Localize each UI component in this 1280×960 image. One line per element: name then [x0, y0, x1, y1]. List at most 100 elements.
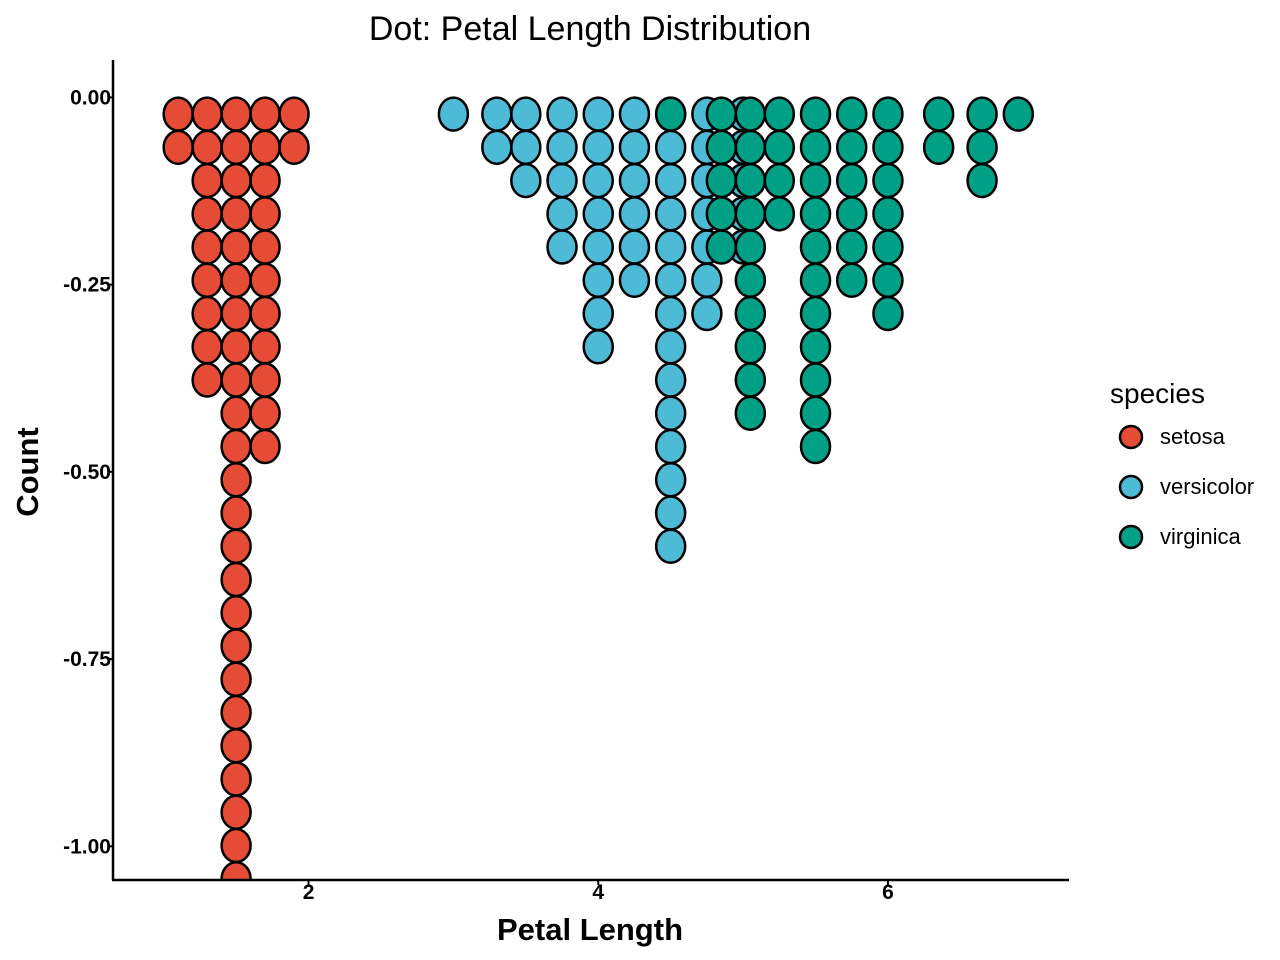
- dot-versicolor: [618, 229, 651, 265]
- dot-setosa: [220, 495, 252, 531]
- dot-setosa: [162, 129, 194, 166]
- dot-virginica: [835, 96, 868, 132]
- dot-setosa: [191, 196, 223, 232]
- dot-versicolor: [654, 329, 687, 365]
- dot-versicolor: [618, 262, 651, 299]
- dot-setosa: [278, 129, 310, 166]
- dot-versicolor: [510, 96, 542, 132]
- axes: [111, 60, 1069, 882]
- dot-setosa: [191, 129, 223, 166]
- y-tick-label: 0.00: [70, 86, 111, 109]
- dot-versicolor: [546, 162, 578, 199]
- dot-setosa: [249, 428, 281, 465]
- legend-label: versicolor: [1160, 474, 1254, 499]
- dot-versicolor: [582, 229, 614, 265]
- dot-virginica: [705, 129, 738, 166]
- dot-setosa: [249, 129, 281, 166]
- dot-setosa: [249, 262, 281, 299]
- dot-versicolor: [546, 96, 578, 132]
- y-tick-label: -0.25: [63, 274, 111, 297]
- dot-virginica: [835, 129, 868, 166]
- dot-versicolor: [654, 162, 687, 199]
- dot-setosa: [191, 329, 223, 365]
- y-tick-label: -0.50: [63, 461, 111, 484]
- dot-virginica: [872, 96, 904, 132]
- dot-versicolor: [618, 129, 651, 166]
- dot-versicolor: [654, 229, 687, 265]
- dot-setosa: [220, 462, 252, 498]
- dot-setosa: [220, 329, 252, 365]
- dot-versicolor: [654, 129, 687, 166]
- legend-swatch: [1118, 524, 1144, 550]
- dot-versicolor: [481, 129, 513, 166]
- dot-versicolor: [654, 362, 687, 398]
- legend: species setosa versicolor virginica: [1110, 378, 1254, 550]
- dot-virginica: [799, 362, 832, 398]
- dot-setosa: [220, 694, 252, 731]
- dot-setosa: [191, 262, 223, 299]
- y-tick-label: -0.75: [63, 648, 111, 671]
- dot-setosa: [220, 395, 252, 432]
- dot-virginica: [763, 196, 796, 232]
- dot-virginica: [763, 129, 796, 166]
- dot-virginica: [835, 196, 868, 232]
- dot-setosa: [220, 229, 252, 265]
- dot-virginica: [799, 329, 832, 365]
- dot-setosa: [220, 295, 252, 332]
- dot-versicolor: [582, 262, 614, 299]
- dot-virginica: [799, 162, 832, 199]
- dot-setosa: [249, 329, 281, 365]
- legend-label: virginica: [1160, 524, 1241, 549]
- dot-versicolor: [654, 462, 687, 498]
- dot-setosa: [220, 262, 252, 299]
- dot-versicolor: [582, 162, 614, 199]
- dot-versicolor: [654, 295, 687, 332]
- dot-versicolor: [582, 329, 614, 365]
- dot-setosa: [220, 728, 252, 764]
- dot-setosa: [220, 129, 252, 166]
- dot-virginica: [799, 295, 832, 332]
- dot-virginica: [734, 395, 767, 432]
- dot-setosa: [220, 362, 252, 398]
- dot-setosa: [249, 162, 281, 199]
- dot-setosa: [220, 628, 252, 664]
- dot-virginica: [872, 162, 904, 199]
- legend-label: setosa: [1160, 424, 1226, 449]
- dot-setosa: [249, 229, 281, 265]
- dot-virginica: [763, 96, 796, 132]
- dot-virginica: [835, 262, 868, 299]
- dot-versicolor: [691, 295, 723, 332]
- dot-setosa: [249, 362, 281, 398]
- dot-versicolor: [654, 528, 687, 565]
- dot-versicolor: [618, 96, 651, 132]
- dot-versicolor: [481, 96, 513, 132]
- dot-virginica: [799, 395, 832, 432]
- y-tick-label: -1.00: [63, 835, 111, 858]
- dot-virginica: [734, 229, 767, 265]
- dot-virginica: [799, 196, 832, 232]
- dot-setosa: [191, 162, 223, 199]
- dot-setosa: [220, 595, 252, 631]
- dot-setosa: [278, 96, 310, 132]
- dot-setosa: [220, 528, 252, 565]
- dot-setosa: [191, 96, 223, 132]
- dot-setosa: [220, 196, 252, 232]
- dot-virginica: [734, 162, 767, 199]
- dot-versicolor: [618, 162, 651, 199]
- dot-virginica: [872, 196, 904, 232]
- dot-virginica: [654, 96, 687, 132]
- dot-versicolor: [691, 262, 723, 299]
- dot-virginica: [734, 129, 767, 166]
- dot-setosa: [220, 561, 252, 598]
- dot-virginica: [734, 262, 767, 299]
- dot-setosa: [220, 661, 252, 698]
- dot-virginica: [922, 96, 955, 132]
- dot-versicolor: [582, 295, 614, 332]
- dot-setosa: [220, 96, 252, 132]
- chart-title: Dot: Petal Length Distribution: [369, 10, 811, 48]
- plot-area: [162, 96, 1035, 880]
- dot-setosa: [162, 96, 194, 132]
- dot-versicolor: [546, 229, 578, 265]
- dot-versicolor: [654, 196, 687, 232]
- dot-versicolor: [546, 129, 578, 166]
